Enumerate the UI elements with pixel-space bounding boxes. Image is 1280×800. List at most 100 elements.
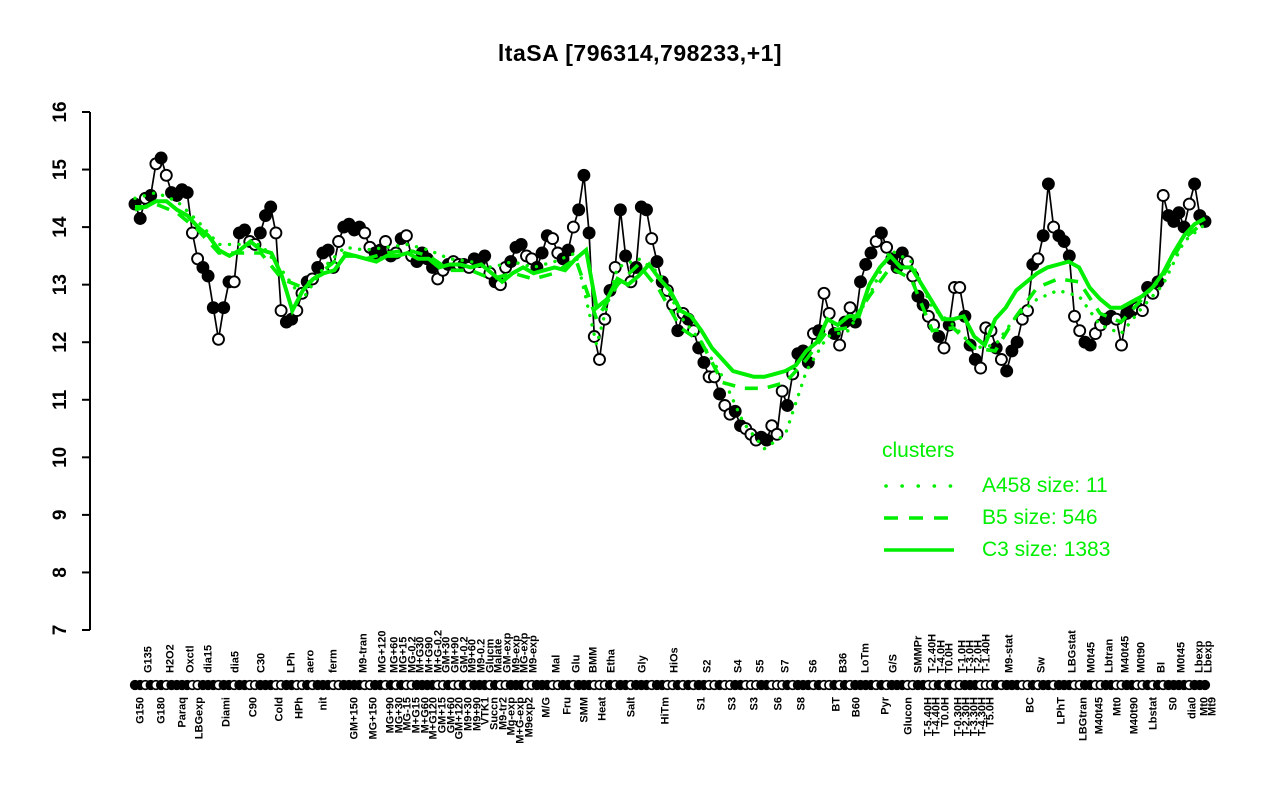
data-point-filled bbox=[504, 255, 518, 269]
x-label-top: LBGstat bbox=[1067, 630, 1079, 673]
data-point-filled bbox=[514, 237, 528, 251]
x-label-top: T-2.40H bbox=[927, 634, 939, 673]
x-label-top: ferm bbox=[328, 649, 340, 673]
x-label-top: G135 bbox=[143, 646, 155, 673]
clusters-legend: clusters A458 size: 11 B5 size: 546 C3 s… bbox=[882, 440, 1110, 571]
x-label-bottom: T-2.30H bbox=[961, 697, 973, 736]
x-label-top: M9-0.2 bbox=[476, 639, 488, 673]
x-label-top: BMM bbox=[588, 647, 600, 673]
x-label-top: GM+30 bbox=[441, 637, 453, 673]
x-label-bottom: Mt0 bbox=[1112, 697, 1124, 716]
x-label-top: S4 bbox=[733, 659, 745, 673]
x-label-top: M0t45 bbox=[1086, 642, 1098, 673]
x-label-top: M40t45 bbox=[1120, 636, 1132, 673]
x-label-top: Etha bbox=[606, 648, 618, 673]
x-label-top: aero bbox=[305, 649, 317, 673]
x-label-bottom: Heat bbox=[597, 697, 609, 721]
data-point-open bbox=[274, 304, 288, 318]
data-point-open bbox=[974, 361, 988, 375]
data-point-open bbox=[332, 235, 346, 248]
data-point-open bbox=[1073, 324, 1087, 338]
y-tick-label: 11 bbox=[50, 389, 71, 410]
x-label-top: T0.0H bbox=[944, 643, 956, 673]
legend-item-b5: B5 size: 546 bbox=[882, 507, 1110, 528]
x-label-bottom: dia0 bbox=[1187, 697, 1199, 719]
data-point-open bbox=[593, 353, 606, 366]
data-point-filled bbox=[1172, 206, 1186, 220]
x-label-top: MG+15 bbox=[398, 637, 410, 673]
x-label-bottom: S3 bbox=[727, 697, 739, 710]
x-label-top: Malate bbox=[493, 639, 505, 673]
x-label-bottom: B60 bbox=[851, 697, 863, 717]
x-label-bottom: SMM bbox=[579, 697, 591, 723]
x-label-bottom: HiTm bbox=[660, 697, 672, 725]
x-label-top: M9+60 bbox=[467, 639, 479, 673]
data-point-filled bbox=[932, 330, 946, 343]
data-point-filled bbox=[619, 249, 633, 263]
data-point-filled bbox=[582, 226, 596, 240]
x-label-bottom: Succn bbox=[489, 697, 501, 730]
data-point-filled bbox=[697, 355, 711, 369]
x-label-bottom: Paraq bbox=[177, 697, 189, 728]
x-label-bottom: BT bbox=[831, 697, 843, 712]
data-point-filled bbox=[478, 249, 492, 263]
x-label-top: dia5 bbox=[230, 651, 242, 673]
condition-marker-strip bbox=[129, 679, 1211, 691]
x-label-top: M9-stat bbox=[1004, 634, 1016, 673]
x-label-bottom: S0 bbox=[1168, 697, 1180, 710]
x-label-bottom: Glucon bbox=[903, 697, 915, 735]
x-label-bottom: VTK1 bbox=[480, 697, 492, 725]
x-label-bottom: T-4.40H bbox=[931, 697, 943, 736]
data-point-filled bbox=[144, 189, 158, 202]
data-point-filled bbox=[238, 223, 252, 237]
cluster-line-c3 bbox=[135, 199, 1206, 379]
x-label-top: G/S bbox=[888, 654, 900, 673]
x-label-top: LPh bbox=[286, 652, 298, 673]
x-label-top: Glu bbox=[571, 655, 583, 673]
data-point-open bbox=[833, 338, 847, 352]
x-label-bottom: T-0.30H bbox=[953, 697, 965, 736]
x-label-bottom: S3 bbox=[749, 697, 761, 710]
data-point-filled bbox=[854, 275, 867, 289]
dotted-line-swatch bbox=[884, 483, 954, 488]
data-point-filled bbox=[321, 243, 335, 257]
gene-series bbox=[128, 151, 1212, 447]
data-point-open bbox=[379, 235, 392, 248]
data-point-open bbox=[1068, 309, 1081, 323]
x-label-bottom: M40t45 bbox=[1094, 697, 1106, 734]
x-label-bottom: M9exp2 bbox=[524, 697, 536, 737]
data-point-filled bbox=[253, 226, 267, 240]
dashed-line-swatch bbox=[884, 515, 954, 520]
x-label-top: dia15 bbox=[203, 645, 215, 673]
x-label-top: Glucm bbox=[485, 639, 497, 673]
x-label-bottom: HPh bbox=[294, 697, 306, 719]
x-label-top: T-1.40H bbox=[981, 634, 993, 673]
x-label-bottom: S8 bbox=[796, 697, 808, 710]
x-label-top: BI bbox=[1156, 662, 1168, 673]
x-label-top: MG-0.2 bbox=[407, 636, 419, 673]
y-tick-label: 12 bbox=[50, 332, 71, 353]
x-label-bottom: S1 bbox=[696, 697, 708, 710]
data-point-filled bbox=[760, 433, 774, 447]
x-label-bottom: GM+120 bbox=[454, 697, 466, 740]
x-label-bottom: Pyr bbox=[880, 696, 892, 714]
legend-item-c3: C3 size: 1383 bbox=[882, 539, 1110, 560]
x-label-bottom: M+G-exp bbox=[515, 697, 527, 744]
data-point-filled bbox=[1000, 364, 1014, 378]
data-point-filled bbox=[217, 301, 231, 315]
x-label-bottom: GM+15 bbox=[437, 697, 449, 733]
solid-line-swatch bbox=[884, 547, 954, 552]
x-label-bottom: M9-tr2 bbox=[498, 697, 510, 730]
data-point-filled bbox=[1057, 235, 1071, 248]
y-tick-label: 9 bbox=[50, 510, 71, 521]
x-label-bottom: G150 bbox=[135, 697, 147, 724]
data-point-open bbox=[546, 232, 560, 246]
x-label-top: Lbexp bbox=[1203, 640, 1215, 673]
data-point-open bbox=[822, 306, 836, 320]
data-point-filled bbox=[1041, 177, 1055, 191]
x-label-top: GM+90 bbox=[450, 637, 462, 673]
data-point-open bbox=[1031, 252, 1045, 266]
y-tick-label: 7 bbox=[50, 625, 71, 636]
x-label-top: S5 bbox=[755, 660, 767, 673]
